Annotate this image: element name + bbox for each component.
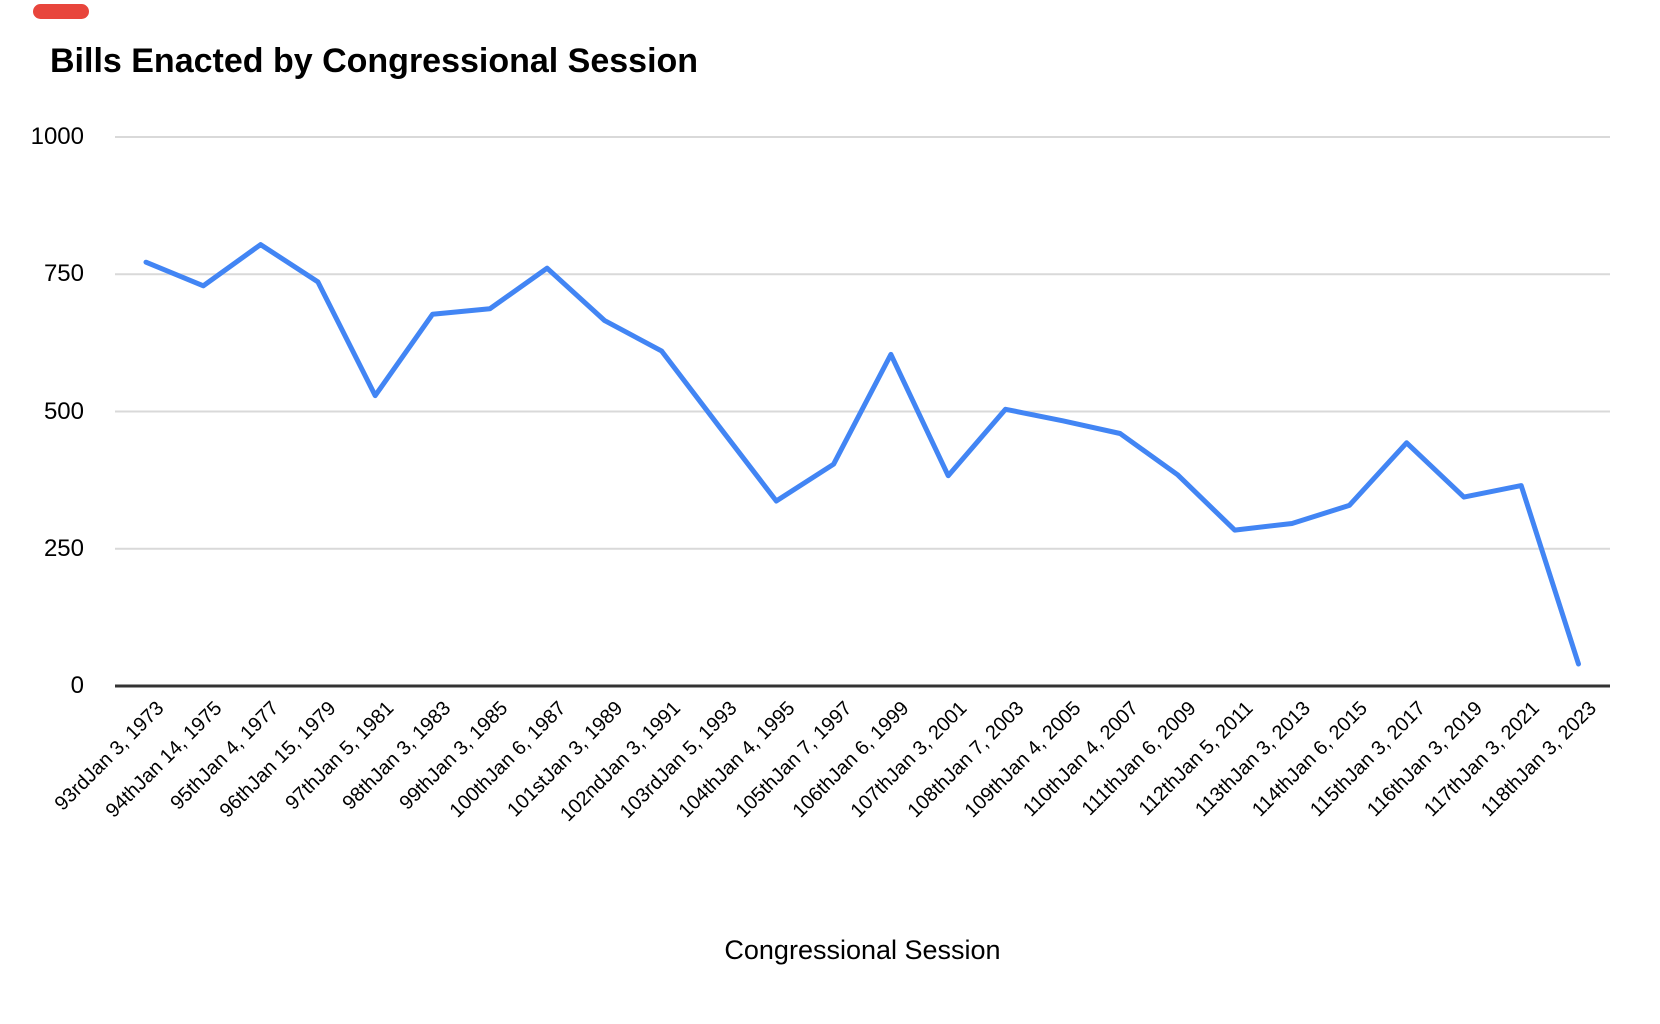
y-tick-label: 250 <box>43 534 84 562</box>
y-tick-label: 750 <box>43 260 84 288</box>
y-tick-label: 500 <box>43 397 84 425</box>
y-tick-label: 0 <box>70 672 84 699</box>
chart-title: Bills Enacted by Congressional Session <box>50 42 699 80</box>
recording-indicator[interactable] <box>33 4 89 19</box>
x-axis-title: Congressional Session <box>724 935 1001 965</box>
series-line <box>143 242 1581 667</box>
y-tick-label: 1000 <box>30 123 84 150</box>
